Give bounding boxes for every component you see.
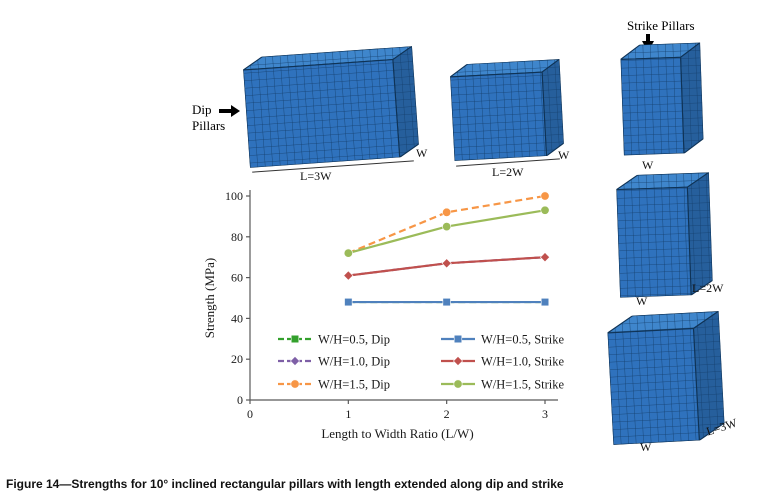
dip-label-text2: Pillars [192,118,226,133]
legend-item-w-h-0-5-strike: W/H=0.5, Strike [441,333,565,347]
series-w-h-1-5-strike [343,205,550,258]
x-tick-label: 2 [444,407,450,421]
x-tick-label: 0 [247,407,253,421]
legend-label: W/H=1.5, Strike [481,378,565,392]
dip-pillar-l2w-image [449,59,565,161]
figure-caption: Figure 14—Strengths for 10° inclined rec… [6,477,564,491]
y-tick-label: 100 [225,189,243,203]
legend-label: W/H=1.0, Strike [481,355,565,369]
legend-item-w-h-0-5-dip: W/H=0.5, Dip [278,333,390,347]
legend-label: W/H=1.5, Dip [318,378,390,392]
axes [246,190,558,404]
pillar-mesh [606,311,726,445]
legend-label: W/H=1.0, Dip [318,355,390,369]
legend-item-w-h-1-0-dip: W/H=1.0, Dip [278,355,390,369]
dip-pillars-label: Dip Pillars [192,102,240,134]
y-axis-title: Strength (MPa) [202,258,217,339]
dim-label-w-dip3: W [416,146,428,160]
series-w-h-1-0-strike [343,252,551,281]
pillar-mesh [615,172,714,298]
legend-item-w-h-1-5-dip: W/H=1.5, Dip [278,378,390,392]
y-tick-label: 40 [231,311,243,325]
x-tick-label: 1 [345,407,351,421]
dim-label-l2w: L=2W [492,165,524,179]
legend: W/H=0.5, Dip W/H=1.0, Dip W/H=1.5, Dip W/H=… [278,333,565,392]
strength-chart: 0 20 40 60 80 100 0 1 2 3 Length to Width Ratio (L… [202,189,565,441]
strike-pillar-w-image [620,42,704,156]
legend-item-w-h-1-0-strike: W/H=1.0, Strike [441,355,565,369]
dip-arrow-icon [218,105,240,118]
series-w-h-0-5-strike [344,297,550,307]
pillar-mesh [620,42,704,156]
y-tick-label: 60 [231,271,243,285]
strike-arrow-stem [646,34,650,41]
pillar-mesh [242,46,420,168]
x-tick-label: 3 [542,407,548,421]
dim-label-w-strike3: W [640,440,652,454]
dim-label-l3w: L=3W [300,169,332,183]
y-tick-label: 80 [231,230,243,244]
dim-label-w-dip2: W [558,148,570,162]
legend-item-w-h-1-5-strike: W/H=1.5, Strike [441,378,565,392]
strike-pillars-label: Strike Pillars [627,18,695,33]
dim-label-w-strike1: W [642,158,654,172]
strike-pillar-l3w-image [606,311,726,445]
strike-pillar-l2w-image [615,172,714,298]
dim-label-l2w-strike2: L=2W [692,281,724,295]
y-tick-label: 0 [237,393,243,407]
dip-label-row: Dip [192,102,240,118]
legend-label: W/H=0.5, Strike [481,333,565,347]
dip-label-text: Dip [192,102,212,117]
dim-label-w-strike2: W [636,294,648,308]
x-axis-title: Length to Width Ratio (L/W) [321,426,473,441]
pillar-mesh [449,59,565,161]
y-tick-label: 20 [231,352,243,366]
legend-label: W/H=0.5, Dip [318,333,390,347]
dip-pillar-l3w-image [242,46,420,168]
